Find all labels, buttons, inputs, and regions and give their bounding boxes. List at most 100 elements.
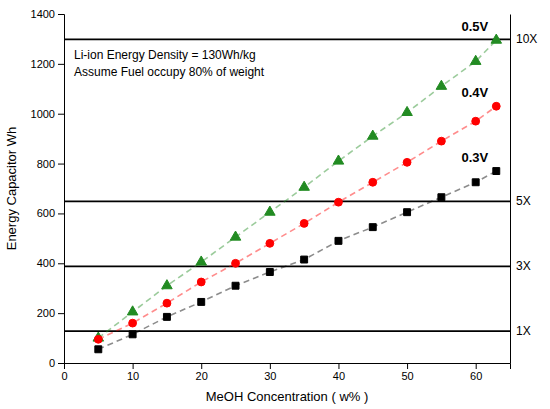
tick: 40 bbox=[333, 363, 345, 382]
point bbox=[301, 256, 308, 263]
tick-label: 0 bbox=[49, 357, 55, 369]
series bbox=[94, 102, 500, 343]
point bbox=[95, 346, 102, 353]
tick: 0 bbox=[61, 363, 67, 382]
axis-y2ticks: 1X3X5X10X bbox=[64, 15, 537, 364]
tick-mark bbox=[133, 363, 134, 369]
tick-label: 1000 bbox=[31, 108, 55, 120]
tick-mark bbox=[58, 213, 64, 214]
tick-label: 50 bbox=[401, 370, 413, 382]
reference-line bbox=[64, 265, 510, 267]
tick: 5X bbox=[64, 194, 531, 208]
annotation-text: Assume Fuel occupy 80% of weight bbox=[74, 65, 265, 79]
tick-mark bbox=[58, 114, 64, 115]
series bbox=[95, 168, 500, 353]
y-axis-title: Energy Capacitor Wh bbox=[4, 127, 19, 251]
tick-label: 1400 bbox=[31, 8, 55, 20]
point bbox=[232, 282, 239, 289]
tick: 10 bbox=[127, 363, 139, 382]
point bbox=[129, 319, 137, 327]
point bbox=[437, 137, 445, 145]
tick: 30 bbox=[264, 363, 276, 382]
tick-label: 30 bbox=[264, 370, 276, 382]
series-label: 0.3V bbox=[462, 150, 489, 165]
point bbox=[333, 155, 344, 164]
point bbox=[472, 179, 479, 186]
point bbox=[491, 34, 502, 43]
point bbox=[266, 239, 274, 247]
point bbox=[129, 331, 136, 338]
tick-label: 0 bbox=[61, 370, 67, 382]
annotation-text: Li-ion Energy Density = 130Wh/kg bbox=[74, 48, 256, 62]
point bbox=[299, 181, 310, 190]
point bbox=[266, 269, 273, 276]
reference-label: 5X bbox=[516, 194, 531, 208]
tick: 20 bbox=[196, 363, 208, 382]
point bbox=[402, 106, 413, 115]
point bbox=[368, 130, 379, 139]
reference-label: 3X bbox=[516, 259, 531, 273]
point bbox=[436, 80, 447, 89]
point bbox=[335, 237, 342, 244]
tick-mark bbox=[58, 64, 64, 65]
point bbox=[438, 194, 445, 201]
plot: 1X3X5X10X0102030405060020040060080010001… bbox=[31, 8, 538, 382]
point bbox=[163, 313, 170, 320]
series-line bbox=[98, 40, 496, 338]
tick-label: 600 bbox=[37, 207, 55, 219]
reference-line bbox=[64, 39, 510, 41]
data-layer bbox=[93, 34, 501, 353]
reference-label: 1X bbox=[516, 324, 531, 338]
tick: 200 bbox=[37, 307, 64, 319]
tick-label: 1200 bbox=[31, 58, 55, 70]
tick-mark bbox=[201, 363, 202, 369]
tick-label: 60 bbox=[470, 370, 482, 382]
tick-label: 40 bbox=[333, 370, 345, 382]
point bbox=[232, 259, 240, 267]
tick-mark bbox=[338, 363, 339, 369]
point bbox=[493, 168, 500, 175]
series-label: 0.5V bbox=[462, 19, 489, 34]
tick-mark bbox=[407, 363, 408, 369]
axis-yticks: 0 200 400 600 800 1000 1200 1400 bbox=[31, 8, 65, 369]
axis-domain bbox=[65, 364, 511, 370]
tick: 0 bbox=[49, 357, 64, 369]
tick: 50 bbox=[401, 363, 413, 382]
point bbox=[196, 256, 207, 265]
chart: 1X3X5X10X0102030405060020040060080010001… bbox=[0, 0, 550, 409]
axis-domain bbox=[58, 15, 65, 364]
point bbox=[162, 280, 173, 289]
point bbox=[470, 55, 481, 64]
tick: 60 bbox=[470, 363, 482, 382]
tick-label: 800 bbox=[37, 158, 55, 170]
point bbox=[472, 117, 480, 125]
tick: 1200 bbox=[31, 58, 64, 70]
point bbox=[163, 299, 171, 307]
axis-xticks: 0 10 20 30 40 50 60 bbox=[61, 363, 510, 382]
point bbox=[197, 278, 205, 286]
point bbox=[127, 306, 138, 315]
point bbox=[230, 231, 241, 240]
annotation: Li-ion Energy Density = 130Wh/kg Assume F… bbox=[74, 48, 265, 79]
series-line bbox=[98, 171, 496, 349]
tick: 400 bbox=[37, 257, 64, 269]
point bbox=[300, 219, 308, 227]
x-axis-title: MeOH Concentration ( w% ) bbox=[206, 389, 369, 404]
series-label: 0.4V bbox=[462, 85, 489, 100]
point bbox=[335, 198, 343, 206]
tick-mark bbox=[58, 164, 64, 165]
tick-label: 400 bbox=[37, 257, 55, 269]
axis-domain bbox=[510, 15, 511, 364]
series-labels: 0.5V 0.4V 0.3V bbox=[462, 19, 489, 165]
tick-mark bbox=[58, 263, 64, 264]
tick-mark bbox=[476, 363, 477, 369]
tick-mark bbox=[58, 363, 64, 364]
tick-label: 200 bbox=[37, 307, 55, 319]
point bbox=[403, 158, 411, 166]
tick: 1000 bbox=[31, 108, 64, 120]
point bbox=[198, 298, 205, 305]
tick-mark bbox=[58, 14, 64, 15]
point bbox=[265, 206, 276, 215]
point bbox=[369, 224, 376, 231]
point bbox=[492, 102, 500, 110]
